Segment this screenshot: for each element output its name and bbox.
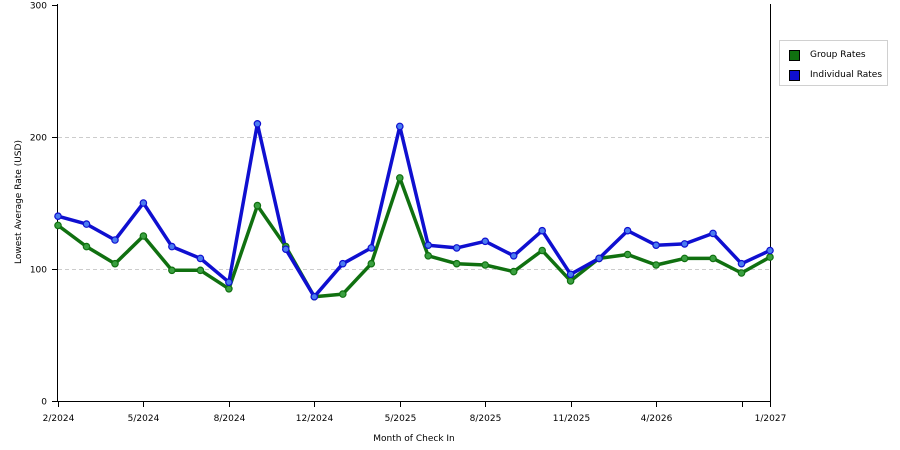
data-point-individual [566,270,575,279]
axes [57,4,771,402]
data-point-individual [766,246,774,255]
data-point-individual [196,254,205,263]
legend-item-individual: Individual Rates [789,68,882,82]
x-tick-label: 12/2024 [296,414,334,424]
data-point-group [82,242,91,251]
x-tick-label: 2/2024 [43,414,75,424]
data-point-group [424,252,433,260]
data-point-individual [253,120,262,128]
data-point-individual [595,254,603,263]
data-point-group [737,269,746,277]
data-point-group [481,261,490,269]
data-point-group [566,277,575,285]
data-point-group [111,259,119,268]
data-point-individual [538,226,547,235]
data-point-individual [111,236,119,244]
data-point-group [253,201,262,210]
x-tick-label: 5/2024 [128,414,160,424]
y-tick-label: 200 [30,134,47,144]
data-point-individual [281,245,290,254]
x-tick-label: 8/2024 [214,414,246,424]
data-point-group [225,284,233,293]
y-tick-label: 100 [30,266,47,276]
data-point-group [652,261,660,269]
data-point-group [680,254,689,263]
data-point-individual [481,237,490,246]
data-point-group [54,221,62,230]
data-point-individual [395,122,404,131]
data-point-individual [225,278,233,287]
data-point-individual [310,292,319,301]
data-point-group [338,290,347,298]
legend-label-individual: Individual Rates [810,70,883,80]
x-tick-label: 1/2027 [755,414,787,424]
data-point-individual [139,199,148,207]
data-point-individual [623,226,632,235]
data-point-group [196,266,205,275]
x-tick-label: 8/2025 [470,414,502,424]
legend-item-group: Group Rates [789,48,866,62]
series-line-group-rates [56,176,772,299]
series-line-individual-rates [56,122,772,299]
x-axis-title: Month of Check In [373,434,455,444]
data-point-group [139,232,148,240]
x-tick-label: 11/2025 [553,414,590,424]
data-point-group [452,259,461,268]
grid-lines [58,137,770,270]
data-point-group [395,174,404,182]
x-tick-label: 4/2026 [641,414,673,424]
data-point-individual [709,229,717,238]
legend-swatch-individual [789,69,800,81]
data-point-individual [424,241,433,250]
legend-swatch-group [789,49,800,61]
data-point-group [538,246,547,255]
y-axis-title: Lowest Average Rate (USD) [14,140,24,264]
y-tick-label: 300 [30,2,47,12]
data-point-individual [509,252,518,260]
data-point-individual [737,259,746,268]
legend: Group Rates Individual Rates [779,40,888,86]
x-tick-label: 5/2025 [385,414,417,424]
data-point-individual [168,242,176,251]
y-ticks: 0 100 200 300 [30,2,57,408]
data-point-group [509,267,518,276]
data-point-group [168,266,176,275]
x-ticks: 2/2024 5/2024 8/2024 12/2024 5/2025 8/2025 11/… [43,401,787,424]
data-point-group [623,250,632,259]
series [54,120,774,301]
data-point-individual [54,212,62,221]
data-point-individual [338,259,347,268]
data-point-individual [82,220,91,228]
data-point-individual [680,240,689,248]
data-point-group [709,254,717,263]
y-tick-label: 0 [41,398,47,408]
data-point-group [367,259,376,268]
data-point-group [766,253,774,261]
data-point-individual [652,241,660,250]
data-point-individual [367,244,376,252]
data-point-individual [452,244,461,252]
legend-label-group: Group Rates [810,50,866,60]
